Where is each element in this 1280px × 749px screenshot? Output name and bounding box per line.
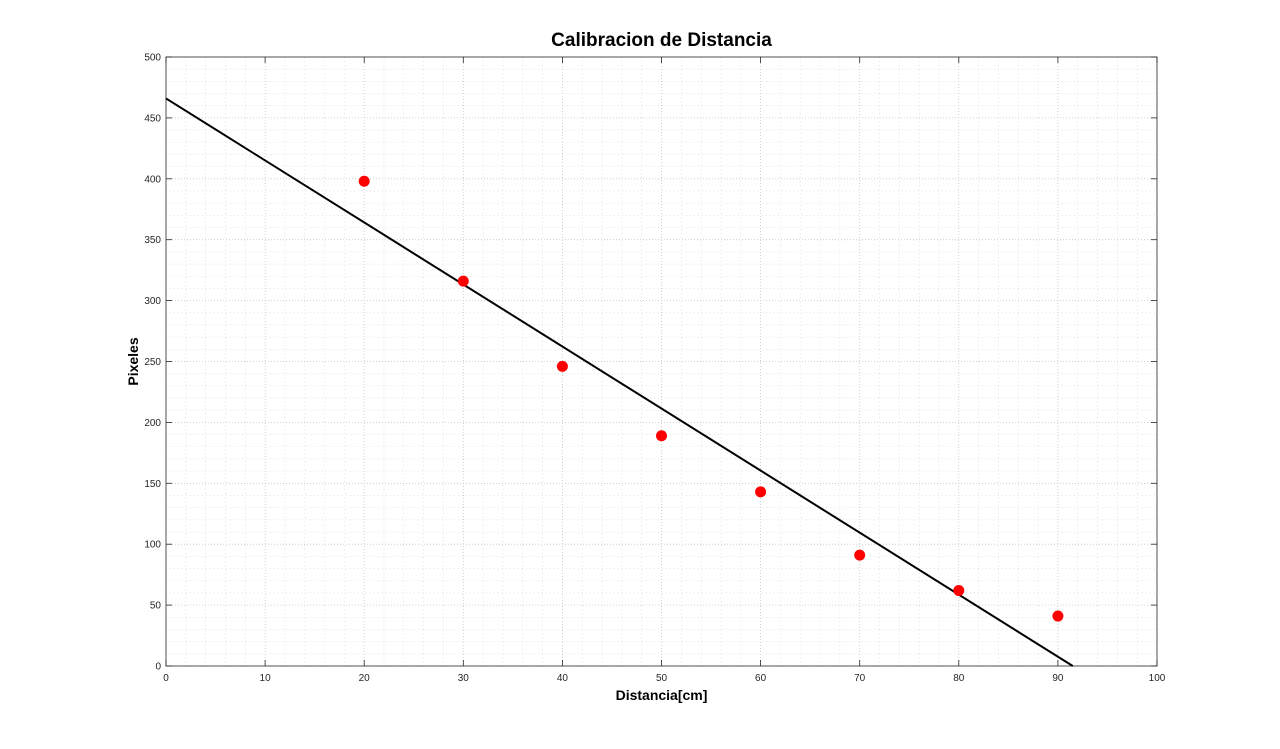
y-tick-label: 450 (144, 113, 161, 124)
x-tick-label: 20 (359, 673, 371, 684)
y-tick-label: 50 (150, 601, 162, 612)
chart-title: Calibracion de Distancia (551, 30, 772, 51)
x-tick-label: 70 (854, 673, 866, 684)
y-tick-label: 150 (144, 479, 161, 490)
data-point (1052, 610, 1064, 622)
x-tick-label: 0 (163, 673, 169, 684)
major-grid (166, 57, 1157, 666)
y-tick-label: 500 (144, 53, 161, 64)
data-point (755, 486, 767, 498)
data-point (656, 430, 667, 442)
y-tick-label: 300 (144, 296, 161, 307)
x-tick-label: 60 (755, 673, 767, 684)
x-tick-label: 80 (953, 673, 965, 684)
x-tick-label: 10 (260, 673, 272, 684)
y-tick-label: 250 (144, 357, 161, 368)
y-tick-label: 400 (144, 174, 161, 185)
y-tick-label: 200 (144, 418, 161, 429)
fit-line (165, 97, 1074, 667)
data-point (854, 549, 866, 561)
y-tick-label: 100 (144, 540, 161, 551)
y-tick-labels: 0 50 100 150 200 250 300 350 400 450 500 (144, 53, 161, 673)
x-tick-labels: 0 10 20 30 40 50 60 70 80 90 100 (163, 673, 1166, 684)
x-tick-label: 100 (1149, 673, 1166, 684)
y-tick-label: 0 (155, 662, 161, 673)
x-tick-label: 40 (557, 673, 569, 684)
y-tick-label: 350 (144, 235, 161, 246)
axis-ticks (165, 56, 1158, 667)
x-tick-label: 50 (656, 673, 668, 684)
data-point (953, 584, 965, 596)
x-tick-label: 30 (458, 673, 470, 684)
data-series (165, 97, 1074, 667)
data-point (556, 360, 568, 372)
data-point (358, 175, 370, 187)
data-point (457, 275, 469, 287)
x-axis-label: Distancia[cm] (616, 687, 708, 703)
x-tick-label: 90 (1052, 673, 1064, 684)
y-axis-label: Pixeles (125, 337, 141, 385)
